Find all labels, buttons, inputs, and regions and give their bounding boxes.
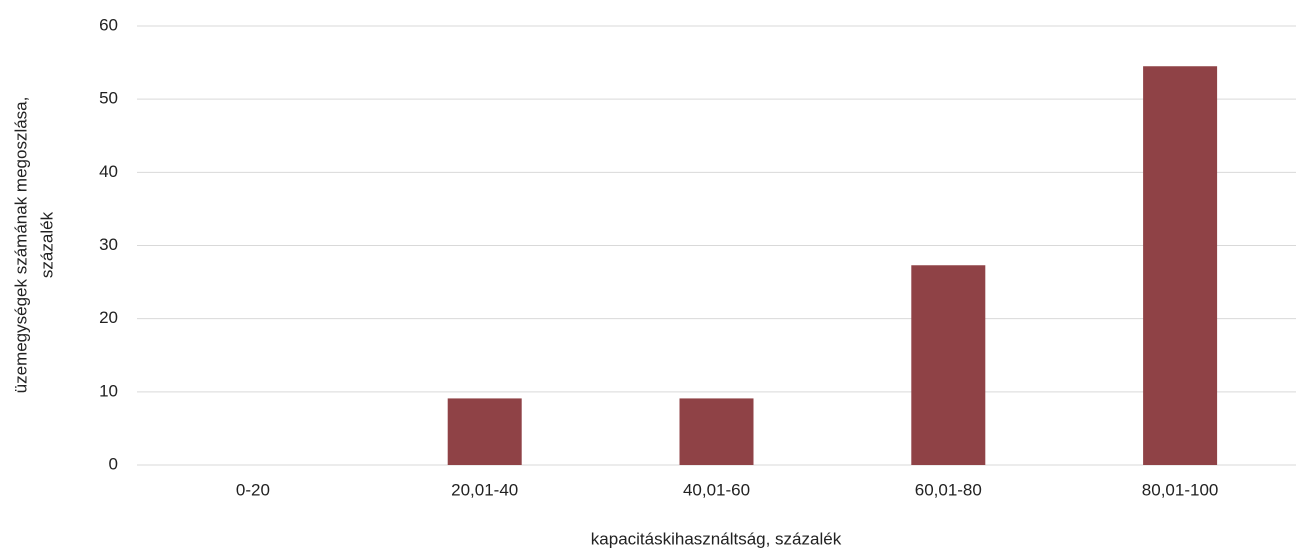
y-tick-label: 40 (99, 162, 118, 181)
x-tick-label: 60,01-80 (915, 480, 982, 499)
y-axis-label: üzemegységek számának megoszlása, (11, 97, 30, 394)
bar (447, 398, 522, 465)
y-tick-label: 0 (109, 454, 118, 473)
bar (911, 265, 986, 465)
x-tick-label: 0-20 (236, 480, 270, 499)
y-tick-label: 10 (99, 381, 118, 400)
x-tick-label: 80,01-100 (1142, 480, 1219, 499)
y-axis-label: százalék (37, 211, 56, 278)
bar (679, 398, 754, 465)
bar (1143, 66, 1218, 465)
x-axis-label: kapacitáskihasználtság, százalék (591, 529, 842, 548)
y-tick-label: 50 (99, 89, 118, 108)
y-tick-label: 60 (99, 15, 118, 34)
y-tick-label: 20 (99, 308, 118, 327)
x-tick-label: 40,01-60 (683, 480, 750, 499)
x-tick-label: 20,01-40 (451, 480, 518, 499)
y-tick-label: 30 (99, 235, 118, 254)
